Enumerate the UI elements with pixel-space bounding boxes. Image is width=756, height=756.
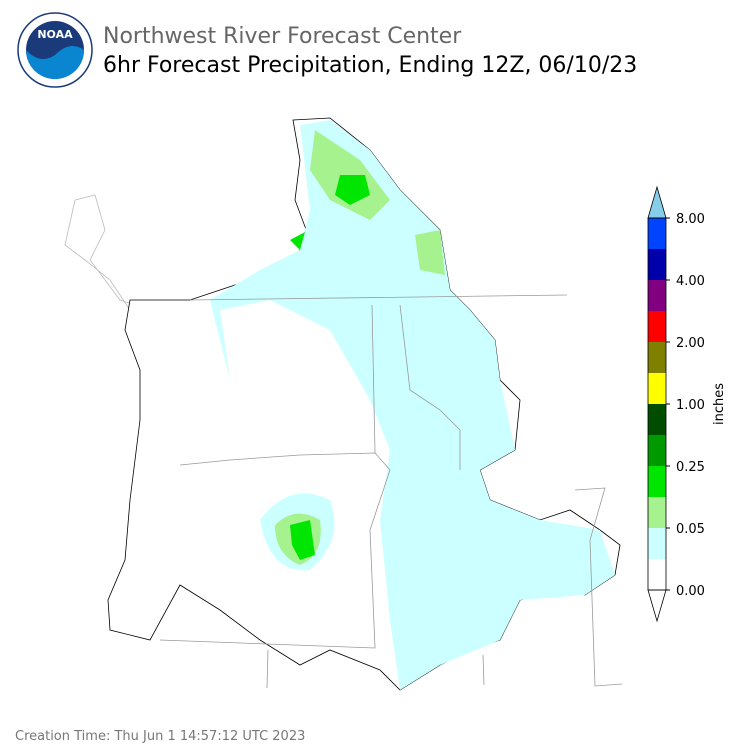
map [64,117,623,691]
colorbar-segment [648,311,666,342]
colorbar-under [647,589,667,623]
logo-text: NOAA [37,28,73,41]
colorbar: 0.00 0.05 0.25 1.00 2.00 4.00 8.00 [647,185,705,623]
colorbar-tick-label: 0.00 [676,584,705,599]
colorbar-tick-label: 8.00 [676,212,705,227]
colorbar-tick-label: 4.00 [676,274,705,289]
noaa-logo: NOAA [17,12,93,88]
colorbar-segment [648,466,666,497]
colorbar-segment [648,218,666,249]
colorbar-tick-label: 0.05 [676,522,705,537]
colorbar-segment [648,559,666,590]
colorbar-segment [648,280,666,311]
creation-time: Creation Time: Thu Jun 1 14:57:12 UTC 20… [15,729,305,744]
colorbar-segment [648,497,666,528]
subtitle: 6hr Forecast Precipitation, Ending 12Z, … [103,53,637,78]
colorbar-segment [648,528,666,559]
colorbar-segment [648,404,666,435]
colorbar-tick-label: 0.25 [676,460,705,475]
colorbar-tick-label: 2.00 [676,336,705,351]
title: Northwest River Forecast Center [103,24,462,49]
colorbar-tick-label: 1.00 [676,398,705,413]
colorbar-segment [648,435,666,466]
colorbar-segment [648,342,666,373]
colorbar-segment [648,373,666,404]
colorbar-segment [648,249,666,280]
colorbar-over [647,185,667,219]
colorbar-label: inches [712,383,727,425]
